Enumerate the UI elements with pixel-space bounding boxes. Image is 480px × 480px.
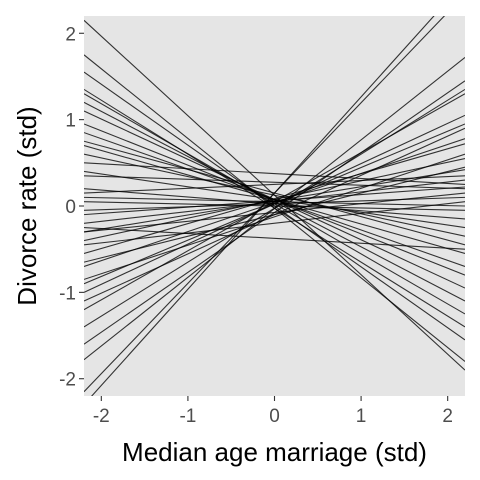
regression-line-38 bbox=[84, 101, 465, 302]
x-axis-title: Median age marriage (std) bbox=[122, 437, 427, 467]
y-tick-label: 0 bbox=[65, 197, 76, 218]
regression-line-28 bbox=[84, 71, 465, 341]
regression-line-35 bbox=[84, 201, 465, 246]
regression-line-31 bbox=[84, 153, 465, 237]
regression-line-39 bbox=[84, 166, 465, 263]
regression-line-21 bbox=[84, 175, 465, 194]
x-tick-label: -1 bbox=[179, 406, 196, 427]
regression-line-29 bbox=[84, 54, 465, 362]
x-tick-label: 0 bbox=[269, 406, 280, 427]
regression-line-37 bbox=[84, 192, 465, 233]
y-tick-label: 1 bbox=[65, 111, 76, 132]
y-tick-label: 2 bbox=[65, 24, 76, 45]
y-axis-title: Divorce rate (std) bbox=[12, 106, 42, 305]
x-tick-label: -2 bbox=[93, 406, 110, 427]
regression-line-22 bbox=[84, 140, 465, 246]
regression-line-34 bbox=[84, 162, 465, 185]
x-axis-ticks: -2 -1 0 1 2 bbox=[93, 396, 453, 427]
regression-line-10 bbox=[84, 143, 465, 255]
regression-line-40 bbox=[84, 145, 465, 255]
regression-line-26 bbox=[84, 93, 465, 315]
regression-line-19 bbox=[84, 227, 465, 250]
regression-line-9 bbox=[84, 138, 465, 267]
y-tick-label: -1 bbox=[59, 283, 76, 304]
regression-line-32 bbox=[84, 153, 465, 280]
regression-line-20 bbox=[84, 175, 465, 190]
x-tick-label: 2 bbox=[442, 406, 453, 427]
regression-lines bbox=[84, 16, 465, 396]
regression-line-14 bbox=[84, 186, 465, 216]
y-axis-ticks: -2 -1 0 1 2 bbox=[59, 24, 84, 391]
x-tick-label: 1 bbox=[356, 406, 367, 427]
y-tick-label: -2 bbox=[59, 370, 76, 391]
